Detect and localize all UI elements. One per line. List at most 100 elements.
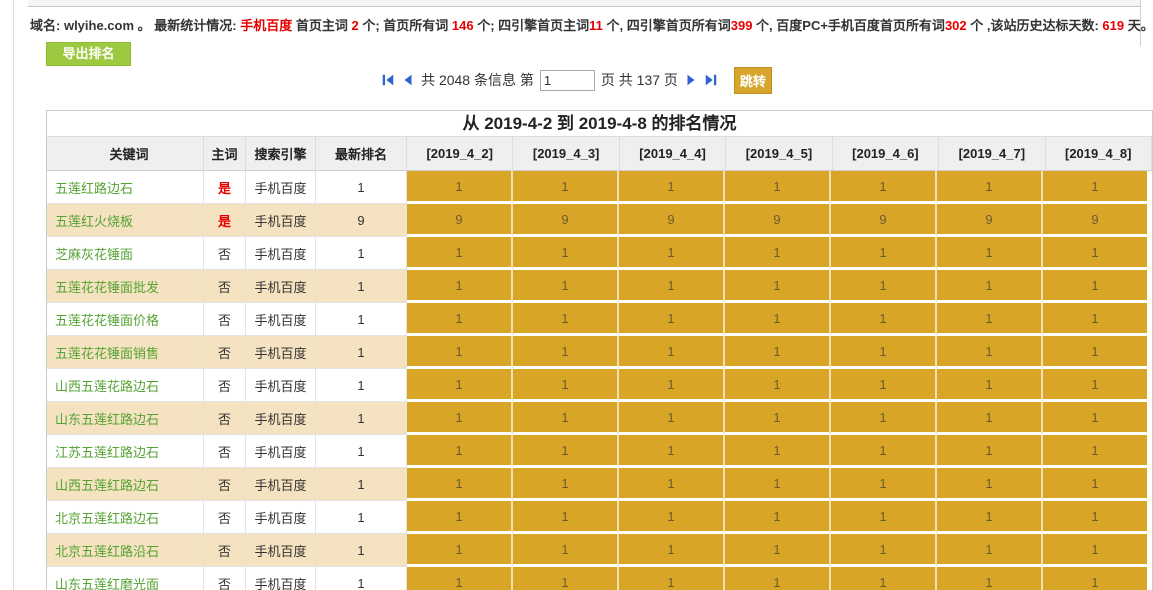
- table-row: 江苏五莲红路边石否手机百度 1 1 1 1 1 1 1 1: [47, 435, 1152, 468]
- keyword-link[interactable]: 山西五莲红路边石: [55, 477, 160, 493]
- last-page-icon[interactable]: [704, 73, 718, 87]
- main-word-cell: 否: [204, 270, 246, 303]
- search-engine-cell: 手机百度: [246, 369, 316, 402]
- export-rank-button[interactable]: 导出排名: [46, 42, 131, 66]
- rank-cell: 1: [937, 567, 1043, 590]
- rank-cell: 1: [1043, 303, 1152, 336]
- keyword-link[interactable]: 山东五莲红磨光面: [55, 576, 160, 590]
- rank-cell: 1: [937, 468, 1043, 501]
- table-row: 五莲花花锤面批发否手机百度 1 1 1 1 1 1 1 1: [47, 270, 1152, 303]
- main-word-flag: 否: [217, 510, 231, 526]
- latest-rank-cell: 1: [316, 336, 407, 369]
- rank-cell: 1: [725, 270, 831, 303]
- ranking-table: 从 2019-4-2 到 2019-4-8 的排名情况 关键词 主词 搜索引擎 最新排…: [46, 110, 1153, 590]
- rank-cell: 1: [1043, 402, 1152, 435]
- rank-cell: 1: [513, 501, 619, 534]
- keyword-cell: 五莲红火烧板: [47, 204, 204, 237]
- prev-page-icon[interactable]: [401, 73, 415, 87]
- keyword-link[interactable]: 五莲红路边石: [55, 180, 134, 196]
- latest-rank-cell: 1: [316, 501, 407, 534]
- search-engine-cell: 手机百度: [246, 534, 316, 567]
- table-row: 山东五莲红路边石否手机百度 1 1 1 1 1 1 1 1: [47, 402, 1152, 435]
- keyword-link[interactable]: 五莲花花锤面销售: [55, 345, 160, 361]
- column-header: 最新排名: [316, 137, 407, 171]
- search-engine-cell: 手机百度: [246, 435, 316, 468]
- right-border-line: [1140, 0, 1141, 46]
- keyword-link[interactable]: 芝麻灰花锤面: [55, 246, 134, 262]
- rank-cell: 1: [1043, 435, 1152, 468]
- rank-cell: 1: [407, 501, 513, 534]
- keyword-link[interactable]: 五莲花花锤面价格: [55, 312, 160, 328]
- rank-cell: 1: [831, 435, 937, 468]
- keyword-cell: 北京五莲红路沿石: [47, 534, 204, 567]
- rank-cell: 1: [513, 435, 619, 468]
- rank-cell: 1: [831, 171, 937, 204]
- rank-cell: 1: [937, 270, 1043, 303]
- main-word-cell: 是: [204, 171, 246, 204]
- rank-cell: 1: [513, 270, 619, 303]
- keyword-link[interactable]: 北京五莲红路边石: [55, 510, 160, 526]
- latest-rank-cell: 1: [316, 270, 407, 303]
- table-title: 从 2019-4-2 到 2019-4-8 的排名情况: [47, 111, 1152, 137]
- rank-cell: 1: [513, 336, 619, 369]
- rank-cell: 9: [831, 204, 937, 237]
- rank-cell: 1: [725, 567, 831, 590]
- keyword-link[interactable]: 江苏五莲红路边石: [55, 444, 160, 460]
- main-word-cell: 否: [204, 237, 246, 270]
- keyword-link[interactable]: 山西五莲花路边石: [55, 378, 160, 394]
- rank-cell: 1: [831, 369, 937, 402]
- rank-cell: 1: [619, 468, 725, 501]
- rank-cell: 1: [725, 402, 831, 435]
- table-body: 五莲红路边石是手机百度 1 1 1 1 1 1 1 1 五莲红火烧板是手机百度 9 9 9 9 9 9 9 9 芝麻…: [47, 171, 1152, 590]
- page-number-input[interactable]: [539, 69, 595, 91]
- first-page-icon[interactable]: [381, 73, 395, 87]
- keyword-link[interactable]: 五莲花花锤面批发: [55, 279, 160, 295]
- keyword-link[interactable]: 五莲红火烧板: [55, 213, 134, 229]
- rank-cell: 1: [619, 402, 725, 435]
- rank-cell: 1: [407, 435, 513, 468]
- rank-cell: 1: [937, 435, 1043, 468]
- rank-cell: 1: [831, 303, 937, 336]
- column-header: [2019_4_8]: [1045, 137, 1152, 171]
- rank-cell: 9: [725, 204, 831, 237]
- main-word-flag: 否: [217, 411, 231, 427]
- rank-cell: 1: [1043, 534, 1152, 567]
- table-row: 山西五莲红路边石否手机百度 1 1 1 1 1 1 1 1: [47, 468, 1152, 501]
- jump-button[interactable]: 跳转: [733, 66, 772, 94]
- rank-cell: 1: [937, 534, 1043, 567]
- search-engine-cell: 手机百度: [246, 501, 316, 534]
- main-word-cell: 否: [204, 468, 246, 501]
- stats-segment: 首页主词: [292, 18, 352, 33]
- main-word-flag: 否: [217, 543, 231, 559]
- column-header: [2019_4_5]: [726, 137, 833, 171]
- keyword-link[interactable]: 山东五莲红路边石: [55, 411, 160, 427]
- main-word-cell: 否: [204, 402, 246, 435]
- main-word-flag: 否: [217, 477, 231, 493]
- keyword-cell: 五莲花花锤面价格: [47, 303, 204, 336]
- rank-cell: 1: [513, 534, 619, 567]
- rank-cell: 1: [1043, 468, 1152, 501]
- latest-rank-cell: 1: [316, 534, 407, 567]
- rank-cell: 1: [725, 435, 831, 468]
- rank-cell: 1: [619, 237, 725, 270]
- rank-cell: 1: [831, 270, 937, 303]
- rank-cell: 1: [937, 369, 1043, 402]
- pagination-bar: 共 2048 条信息 第 页 共 137 页 跳转: [0, 66, 1153, 94]
- rank-cell: 1: [513, 402, 619, 435]
- stats-segment: 个; 四引擎首页主词: [473, 18, 590, 33]
- stats-segment: 天。: [1124, 18, 1153, 33]
- main-word-flag: 否: [217, 444, 231, 460]
- keyword-cell: 五莲红路边石: [47, 171, 204, 204]
- stats-segment: 302: [944, 18, 967, 33]
- stats-segment: 个, 百度PC+手机百度首页所有词: [752, 18, 945, 33]
- search-engine-cell: 手机百度: [246, 204, 316, 237]
- pagination-info-prefix: 共 2048 条信息 第: [421, 72, 534, 88]
- table-row: 五莲红路边石是手机百度 1 1 1 1 1 1 1 1: [47, 171, 1152, 204]
- column-header: [2019_4_2]: [407, 137, 514, 171]
- table-row: 芝麻灰花锤面否手机百度 1 1 1 1 1 1 1 1: [47, 237, 1152, 270]
- next-page-icon[interactable]: [684, 73, 698, 87]
- rank-cell: 1: [725, 237, 831, 270]
- latest-rank-cell: 1: [316, 567, 407, 590]
- keyword-link[interactable]: 北京五莲红路沿石: [55, 543, 160, 559]
